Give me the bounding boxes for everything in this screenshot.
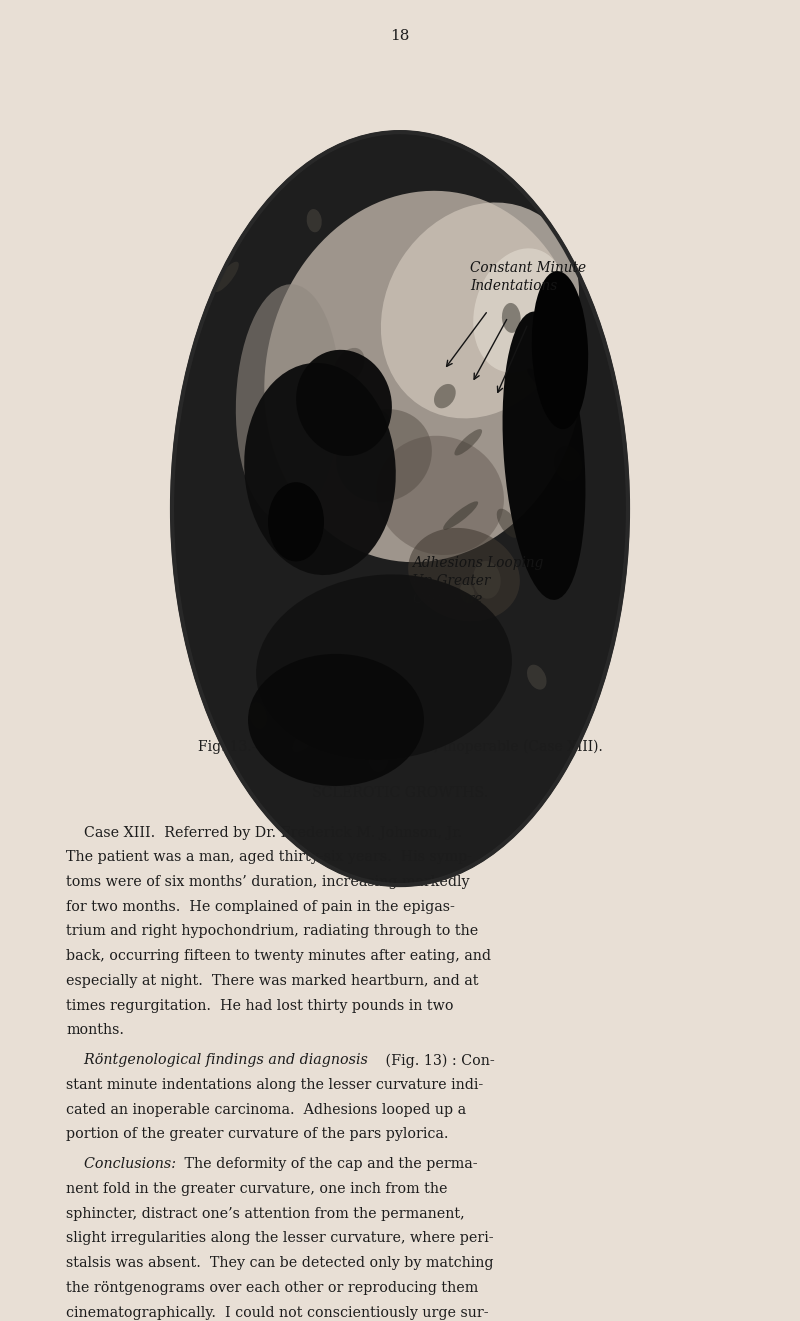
Ellipse shape (336, 410, 432, 502)
Text: SCLEROTIC GROWTHS.: SCLEROTIC GROWTHS. (312, 786, 488, 801)
Text: Case XIII.  Referred by Dr. Frederick M. Johnson, Jr.: Case XIII. Referred by Dr. Frederick M. … (66, 826, 462, 840)
Text: the röntgenograms over each other or reproducing them: the röntgenograms over each other or rep… (66, 1281, 478, 1295)
Ellipse shape (443, 501, 478, 530)
Text: back, occurring fifteen to twenty minutes after eating, and: back, occurring fifteen to twenty minute… (66, 948, 491, 963)
Ellipse shape (313, 674, 354, 699)
Ellipse shape (502, 312, 586, 600)
Ellipse shape (264, 190, 584, 563)
Ellipse shape (256, 575, 512, 760)
Text: Conclusions:: Conclusions: (66, 1157, 176, 1172)
Text: stant minute indentations along the lesser curvature indi-: stant minute indentations along the less… (66, 1078, 484, 1092)
Ellipse shape (473, 561, 501, 598)
Ellipse shape (236, 284, 340, 522)
Text: Constant Minute
Indentations: Constant Minute Indentations (470, 262, 586, 293)
Ellipse shape (554, 515, 575, 542)
Ellipse shape (376, 436, 504, 555)
Ellipse shape (296, 350, 392, 456)
Text: The deformity of the cap and the perma-: The deformity of the cap and the perma- (180, 1157, 478, 1172)
Ellipse shape (244, 363, 396, 575)
Text: trium and right hypochondrium, radiating through to the: trium and right hypochondrium, radiating… (66, 925, 478, 938)
Text: Adhesions Looping
Up Greater
Curvature: Adhesions Looping Up Greater Curvature (412, 556, 543, 606)
Text: times regurgitation.  He had lost thirty pounds in two: times regurgitation. He had lost thirty … (66, 999, 454, 1012)
Ellipse shape (381, 202, 579, 419)
Ellipse shape (268, 482, 324, 561)
Text: months.: months. (66, 1024, 125, 1037)
Text: The patient was a man, aged thirty-six years.  His symp-: The patient was a man, aged thirty-six y… (66, 851, 473, 864)
Text: stalsis was absent.  They can be detected only by matching: stalsis was absent. They can be detected… (66, 1256, 494, 1269)
Ellipse shape (334, 347, 365, 384)
Ellipse shape (293, 724, 322, 752)
Ellipse shape (368, 738, 389, 771)
Ellipse shape (527, 369, 558, 398)
Text: toms were of six months’ duration, increasing markedly: toms were of six months’ duration, incre… (66, 875, 470, 889)
Text: Fig. 13.—Sclerotic type of cancer; inoperable (Case XIII).: Fig. 13.—Sclerotic type of cancer; inope… (198, 740, 602, 754)
Ellipse shape (497, 509, 519, 538)
Text: 18: 18 (390, 29, 410, 44)
Ellipse shape (306, 209, 322, 232)
Ellipse shape (532, 271, 588, 429)
Text: nent fold in the greater curvature, one inch from the: nent fold in the greater curvature, one … (66, 1182, 448, 1196)
Text: (Fig. 13) : Con-: (Fig. 13) : Con- (381, 1053, 494, 1067)
Ellipse shape (460, 583, 474, 604)
Ellipse shape (527, 664, 546, 690)
Text: especially at night.  There was marked heartburn, and at: especially at night. There was marked he… (66, 974, 479, 988)
Ellipse shape (434, 384, 456, 408)
Text: slight irregularities along the lesser curvature, where peri-: slight irregularities along the lesser c… (66, 1231, 494, 1246)
Ellipse shape (250, 703, 267, 729)
Ellipse shape (248, 654, 424, 786)
Ellipse shape (347, 410, 390, 443)
Text: cated an inoperable carcinoma.  Adhesions looped up a: cated an inoperable carcinoma. Adhesions… (66, 1103, 466, 1116)
Ellipse shape (258, 454, 273, 478)
Text: for two months.  He complained of pain in the epigas-: for two months. He complained of pain in… (66, 900, 455, 914)
Text: Röntgenological findings and diagnosis: Röntgenological findings and diagnosis (66, 1053, 368, 1067)
Circle shape (172, 132, 628, 885)
Ellipse shape (214, 262, 239, 292)
Text: cinematographically.  I could not conscientiously urge sur-: cinematographically. I could not conscie… (66, 1305, 489, 1320)
Ellipse shape (408, 528, 520, 621)
Ellipse shape (474, 248, 566, 373)
Ellipse shape (502, 303, 521, 333)
Ellipse shape (554, 445, 582, 481)
Text: sphincter, distract one’s attention from the permanent,: sphincter, distract one’s attention from… (66, 1207, 465, 1221)
Text: portion of the greater curvature of the pars pylorica.: portion of the greater curvature of the … (66, 1127, 449, 1141)
Ellipse shape (454, 429, 482, 456)
